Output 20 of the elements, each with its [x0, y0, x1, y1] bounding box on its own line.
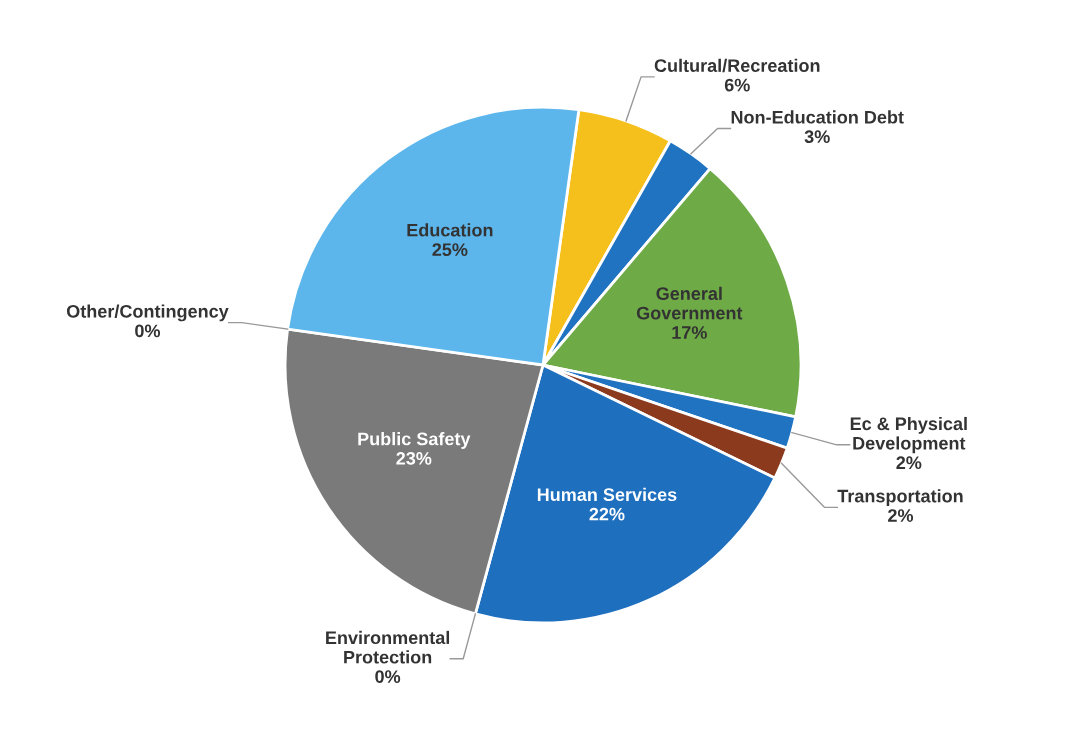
data-label: 6% [724, 78, 750, 92]
data-label: 17% [672, 326, 707, 339]
data-label: 25% [432, 243, 468, 256]
slice-label: Ec & Physical Development [850, 416, 967, 454]
data-label: 23% [396, 451, 432, 465]
slice-label: Cultural/Recreation [654, 58, 820, 73]
text: 0% [135, 324, 161, 338]
slice-label: Transportation [837, 489, 963, 507]
data-label: 22% [589, 507, 625, 521]
slice-label: General Government [636, 286, 743, 320]
category-label: Environmental Protection [326, 630, 450, 664]
text: 0% [375, 670, 401, 683]
data-label: 2% [888, 509, 914, 522]
category-label: Other/Contingency [66, 304, 229, 322]
slice-label: Public Safety [358, 432, 471, 449]
slice-label: Education [407, 223, 493, 237]
slice-label: Non-Education Debt [731, 110, 904, 124]
slice-label: Human Services [537, 487, 677, 502]
data-label: 3% [804, 130, 830, 144]
data-label: 2% [896, 456, 922, 470]
